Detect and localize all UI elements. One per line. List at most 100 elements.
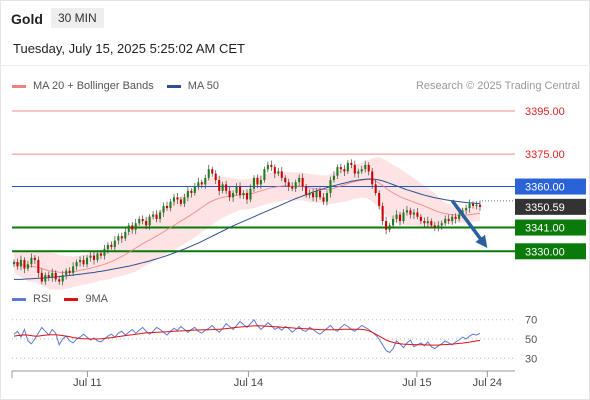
level-labels: 3395.00 3375.00 3360.00 3341.00 3330.00 3350.… xyxy=(515,106,586,260)
candle-body xyxy=(190,190,193,193)
candle xyxy=(298,174,301,187)
bollinger-band-fill xyxy=(14,157,480,290)
candle-body xyxy=(381,205,384,222)
candle-body xyxy=(145,221,148,226)
candle xyxy=(305,183,308,198)
legend-item-rsi-ma: 9MA xyxy=(64,293,108,305)
forecast-arrow xyxy=(450,199,488,249)
legend-item-ma50: MA 50 xyxy=(166,80,219,92)
candle-body xyxy=(325,193,329,202)
instrument-title: Gold xyxy=(11,11,43,27)
candle xyxy=(430,218,433,228)
candle-body xyxy=(252,177,255,189)
forecast-arrow-shaft xyxy=(450,199,483,242)
rsi-ma-line xyxy=(13,325,481,346)
candle-body xyxy=(30,257,33,265)
candle xyxy=(433,221,436,231)
candle-body xyxy=(388,225,391,230)
candle xyxy=(249,184,252,203)
candle-body xyxy=(179,199,182,204)
candle-body xyxy=(200,182,203,185)
candle xyxy=(412,208,415,220)
candle xyxy=(179,196,182,207)
candle xyxy=(447,214,450,225)
candle xyxy=(245,189,249,205)
candle xyxy=(284,175,287,187)
candle-body xyxy=(204,177,207,185)
candle-body xyxy=(228,190,231,198)
candle-body xyxy=(346,162,349,172)
candle xyxy=(51,268,54,282)
level-label-3360.00: 3360.00 xyxy=(525,182,565,194)
candle xyxy=(124,227,127,241)
candle-body xyxy=(65,270,68,276)
candle xyxy=(423,217,426,228)
candle xyxy=(30,253,33,268)
candle xyxy=(239,182,242,199)
candle-body xyxy=(138,218,141,224)
price-legend: MA 20 + Bollinger Bands MA 50 xyxy=(12,80,232,92)
candle-body xyxy=(423,221,426,224)
bollinger-bands xyxy=(14,157,480,290)
price-levels xyxy=(12,110,515,253)
candle xyxy=(193,183,196,196)
candle xyxy=(252,175,255,192)
candle-body xyxy=(395,214,398,219)
candle-body xyxy=(16,262,19,267)
candles xyxy=(12,159,482,286)
candle-body xyxy=(165,205,169,209)
candle-body xyxy=(315,190,318,198)
x-tick-label-Jul 24: Jul 24 xyxy=(473,377,502,389)
candle xyxy=(465,204,468,215)
candle xyxy=(294,179,297,192)
candle xyxy=(82,255,85,267)
candle-body xyxy=(214,173,217,181)
candle xyxy=(148,214,151,230)
candle-body xyxy=(416,212,419,217)
candle xyxy=(398,212,402,226)
level-label-bg-3341.00 xyxy=(515,219,586,236)
candle xyxy=(472,201,475,209)
candle-body xyxy=(120,236,123,239)
level-label-bg-3330.00 xyxy=(515,243,586,260)
candle xyxy=(475,201,478,210)
candle-body xyxy=(458,214,461,219)
candle-body xyxy=(284,177,287,183)
candle xyxy=(478,200,482,211)
candle xyxy=(141,215,144,225)
level-label-3341.00: 3341.00 xyxy=(525,223,565,235)
candle xyxy=(242,190,245,200)
candle-body xyxy=(113,240,116,247)
candle-body xyxy=(159,212,162,219)
candle xyxy=(200,179,203,189)
last-price-label: 3350.59 xyxy=(525,202,565,214)
candle-body xyxy=(89,255,92,258)
candle-body xyxy=(12,262,16,265)
candle xyxy=(96,250,99,263)
candle xyxy=(371,167,374,189)
candle-body xyxy=(412,212,415,215)
timeframe-badge[interactable]: 30 MIN xyxy=(51,8,104,28)
candle-body xyxy=(318,190,322,198)
candle xyxy=(381,202,384,225)
candle xyxy=(402,208,405,224)
legend-swatch-ma20 xyxy=(12,84,26,88)
candle xyxy=(419,214,422,225)
candle xyxy=(221,181,224,194)
legend-item-ma20: MA 20 + Bollinger Bands xyxy=(12,80,154,92)
candle-body xyxy=(117,236,120,241)
candle-body xyxy=(183,197,186,204)
candle xyxy=(287,178,290,192)
datetime-label: Tuesday, July 15, 2025 5:25:02 AM CET xyxy=(13,41,245,56)
candle-body xyxy=(186,190,189,198)
candle-body xyxy=(332,175,335,181)
candle-body xyxy=(444,218,447,224)
candle-body xyxy=(197,182,200,187)
chart-header: Gold 30 MIN xyxy=(0,0,590,36)
candle xyxy=(353,160,356,178)
candle-body xyxy=(193,186,196,193)
candle xyxy=(454,213,457,224)
candle xyxy=(127,222,130,236)
candle-body xyxy=(162,205,165,213)
candle-body xyxy=(280,171,283,178)
